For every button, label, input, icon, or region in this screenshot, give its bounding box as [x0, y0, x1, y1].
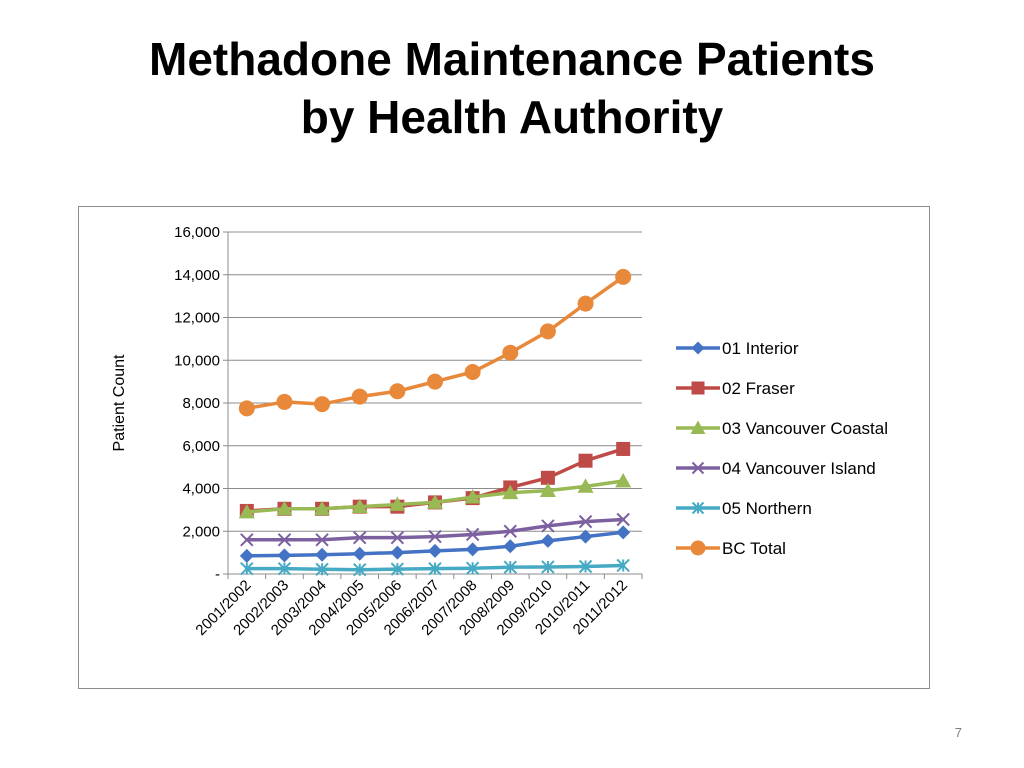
data-point-series-6	[351, 388, 368, 405]
data-point-series-4	[465, 527, 480, 542]
data-point-series-3	[502, 484, 519, 500]
data-point-series-2	[578, 453, 593, 468]
data-point-series-6	[238, 400, 255, 417]
legend-label-4: 04 Vancouver Island	[722, 459, 876, 478]
legend-marker-2	[691, 381, 705, 395]
legend-marker-4	[691, 461, 705, 475]
y-tick-label: 6,000	[182, 438, 220, 455]
data-point-series-3	[615, 473, 632, 488]
data-point-series-4	[428, 529, 442, 544]
data-point-series-4	[503, 524, 517, 538]
slide-title-line-1: Methadone Maintenance Patients	[149, 33, 875, 85]
legend-label-5: 05 Northern	[722, 499, 812, 518]
data-point-series-1	[315, 547, 330, 562]
y-tick-label: 4,000	[182, 481, 220, 498]
data-point-series-6	[314, 396, 331, 413]
legend-marker-6	[690, 540, 706, 556]
data-point-series-6	[276, 393, 293, 410]
data-point-series-1	[540, 533, 555, 548]
data-point-series-6	[427, 373, 443, 390]
data-point-series-5	[353, 563, 367, 577]
data-point-series-1	[390, 545, 405, 560]
legend-marker-1	[691, 341, 705, 355]
y-axis-title: Patient Count	[111, 354, 128, 452]
data-point-series-1	[352, 546, 367, 561]
data-point-series-5	[465, 561, 480, 575]
data-point-series-4	[616, 512, 630, 527]
data-point-series-1	[277, 548, 292, 563]
data-point-series-1	[503, 539, 518, 554]
legend-label-2: 02 Fraser	[722, 379, 795, 398]
data-point-series-3	[389, 496, 406, 511]
data-point-series-6	[502, 344, 519, 361]
data-point-series-5	[503, 560, 517, 574]
data-point-series-2	[540, 470, 555, 485]
data-point-series-6	[539, 323, 556, 340]
data-point-series-5	[315, 562, 329, 577]
y-tick-label: 16,000	[174, 224, 220, 241]
y-tick-label: 14,000	[174, 267, 220, 284]
legend-label-1: 01 Interior	[722, 339, 799, 358]
y-tick-label: 12,000	[174, 310, 220, 327]
data-point-series-3	[351, 498, 368, 514]
data-point-series-1	[616, 525, 631, 540]
data-point-series-3	[577, 478, 594, 493]
data-point-series-4	[315, 533, 329, 547]
data-point-series-5	[277, 561, 292, 576]
y-tick-label: 2,000	[182, 523, 220, 540]
page-number: 7	[954, 725, 962, 740]
data-point-series-1	[428, 543, 442, 558]
data-point-series-6	[615, 268, 632, 285]
chart-frame: - 2,000 4,000 6,000 8,000 10,000 12,000 14,000 1…	[78, 206, 930, 689]
line-chart: - 2,000 4,000 6,000 8,000 10,000 12,000 14,000 1…	[111, 224, 888, 639]
data-point-series-3	[539, 482, 556, 498]
legend-marker-5	[691, 501, 705, 515]
data-point-series-3	[238, 504, 255, 519]
data-point-series-4	[578, 514, 593, 529]
data-point-series-1	[465, 542, 480, 557]
slide-title: Methadone Maintenance Patients by Health…	[0, 30, 1024, 146]
data-point-series-6	[389, 383, 406, 400]
legend-label-3: 03 Vancouver Coastal	[722, 419, 888, 438]
data-point-series-4	[390, 530, 405, 545]
data-point-series-4	[277, 533, 292, 547]
data-point-series-4	[353, 530, 367, 545]
data-point-series-5	[578, 559, 593, 574]
data-point-series-4	[240, 533, 254, 547]
data-point-series-5	[240, 561, 254, 576]
slide-title-line-2: by Health Authority	[300, 91, 724, 143]
data-point-series-3	[464, 489, 481, 504]
data-point-series-3	[276, 500, 293, 516]
data-point-series-5	[616, 558, 630, 573]
data-point-series-1	[578, 529, 593, 544]
legend-marker-3	[690, 420, 706, 434]
data-point-series-5	[541, 560, 555, 574]
data-point-series-6	[577, 295, 594, 312]
data-point-series-5	[390, 562, 405, 576]
y-tick-label: 10,000	[174, 352, 220, 369]
data-point-series-3	[427, 494, 443, 509]
legend-label-6: BC Total	[722, 539, 786, 558]
y-tick-label: 8,000	[182, 395, 220, 412]
y-tick-label: -	[215, 566, 220, 583]
data-point-series-1	[239, 548, 254, 563]
data-point-series-6	[464, 364, 481, 381]
data-point-series-3	[314, 500, 331, 516]
data-point-series-2	[616, 441, 631, 456]
data-point-series-4	[541, 519, 555, 533]
data-point-series-5	[428, 561, 442, 576]
